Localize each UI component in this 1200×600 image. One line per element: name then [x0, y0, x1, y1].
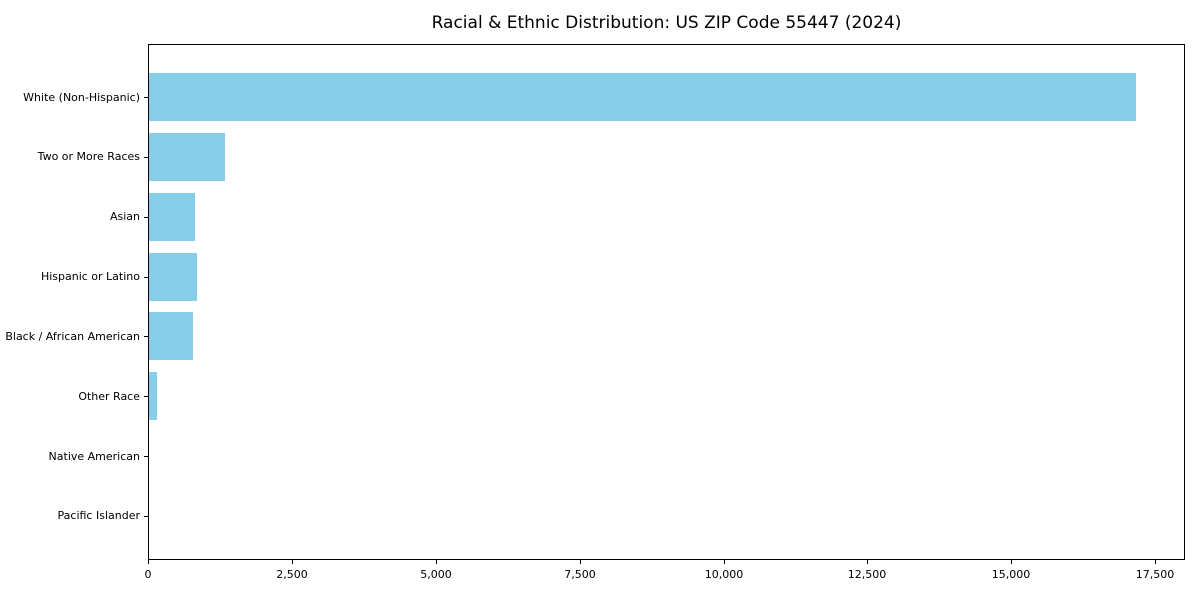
x-axis-tick — [724, 560, 725, 564]
chart-title: Racial & Ethnic Distribution: US ZIP Cod… — [431, 13, 902, 33]
y-tick-label: Native American — [48, 450, 140, 463]
y-axis-tick — [144, 336, 148, 337]
x-tick-label: 12,500 — [847, 568, 887, 581]
y-axis-tick — [144, 97, 148, 98]
x-tick-label: 17,500 — [1135, 568, 1175, 581]
y-axis-tick — [144, 456, 148, 457]
y-tick-label: Two or More Races — [37, 150, 140, 163]
x-axis-tick — [580, 560, 581, 564]
plot-area — [148, 44, 1185, 560]
x-axis-tick — [1155, 560, 1156, 564]
bar — [149, 372, 157, 420]
y-tick-label: Other Race — [78, 390, 140, 403]
x-tick-label: 10,000 — [704, 568, 744, 581]
x-axis-tick — [292, 560, 293, 564]
y-axis-tick — [144, 157, 148, 158]
bar — [149, 253, 197, 301]
y-tick-label: White (Non-Hispanic) — [23, 91, 140, 104]
y-axis-tick — [144, 396, 148, 397]
x-tick-label: 7,500 — [564, 568, 596, 581]
y-tick-label: Asian — [109, 210, 140, 223]
x-axis-tick — [867, 560, 868, 564]
bar — [149, 193, 195, 241]
y-axis-tick — [144, 277, 148, 278]
bar — [149, 312, 193, 360]
y-tick-label: Black / African American — [5, 330, 140, 343]
y-axis-tick — [144, 217, 148, 218]
x-tick-label: 0 — [144, 568, 152, 581]
x-axis-tick — [1011, 560, 1012, 564]
bar — [149, 133, 225, 181]
bar — [149, 73, 1136, 121]
y-axis-tick — [144, 516, 148, 517]
x-tick-label: 5,000 — [420, 568, 452, 581]
y-tick-label: Pacific Islander — [57, 509, 140, 522]
x-axis-tick — [436, 560, 437, 564]
x-tick-label: 15,000 — [991, 568, 1031, 581]
y-tick-label: Hispanic or Latino — [40, 270, 140, 283]
x-axis-tick — [148, 560, 149, 564]
x-tick-label: 2,500 — [276, 568, 308, 581]
